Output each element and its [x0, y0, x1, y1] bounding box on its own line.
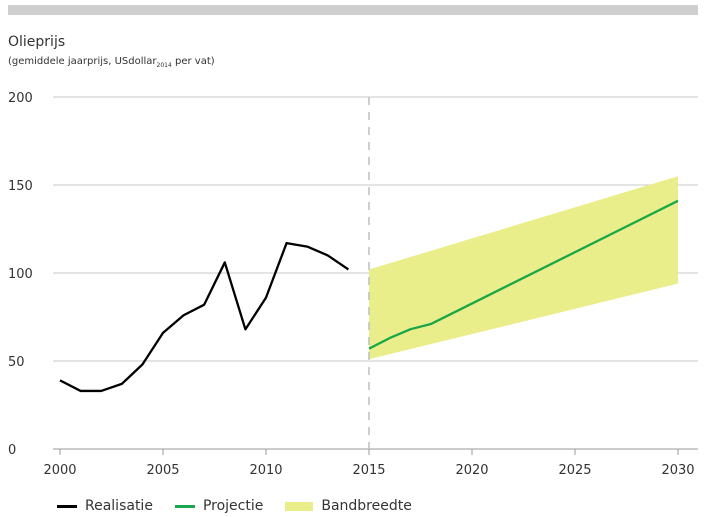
y-tick-label: 100 [8, 267, 33, 282]
legend-label-bandbreedte: Bandbreedte [321, 498, 412, 514]
subtitle-end: per vat) [171, 56, 215, 67]
chart-subtitle: (gemiddele jaarprijs, USdollar2014 per v… [8, 56, 215, 69]
x-tick-label: 2025 [558, 463, 591, 478]
subtitle-subscript: 2014 [156, 62, 172, 69]
x-tick-label: 2020 [455, 463, 488, 478]
x-tick-label: 2010 [249, 463, 282, 478]
x-tick-label: 2030 [661, 463, 694, 478]
legend-item-projectie: Projectie [174, 498, 264, 514]
x-tick-label: 2015 [352, 463, 385, 478]
chart-title: Olieprijs [8, 34, 66, 50]
legend-swatch-realisatie [57, 504, 77, 508]
y-tick-label: 150 [8, 179, 33, 194]
y-tick-label: 50 [8, 355, 25, 370]
y-tick-label: 200 [8, 91, 33, 106]
legend: Realisatie Projectie Bandbreedte [57, 498, 434, 514]
legend-item-bandbreedte: Bandbreedte [285, 498, 412, 514]
legend-label-realisatie: Realisatie [85, 498, 153, 514]
legend-item-realisatie: Realisatie [57, 498, 153, 514]
x-tick-label: 2005 [146, 463, 179, 478]
x-tick-label: 2000 [43, 463, 76, 478]
bandbreedte-band [369, 176, 678, 360]
top-rule [8, 5, 698, 15]
series-line-realisatie [59, 241, 350, 393]
legend-label-projectie: Projectie [202, 498, 264, 514]
legend-swatch-bandbreedte [285, 501, 314, 511]
y-tick-label: 0 [8, 443, 16, 458]
subtitle-text: (gemiddele jaarprijs, USdollar [8, 56, 157, 67]
legend-swatch-projectie [174, 504, 195, 508]
series-line-projectie [368, 199, 679, 350]
